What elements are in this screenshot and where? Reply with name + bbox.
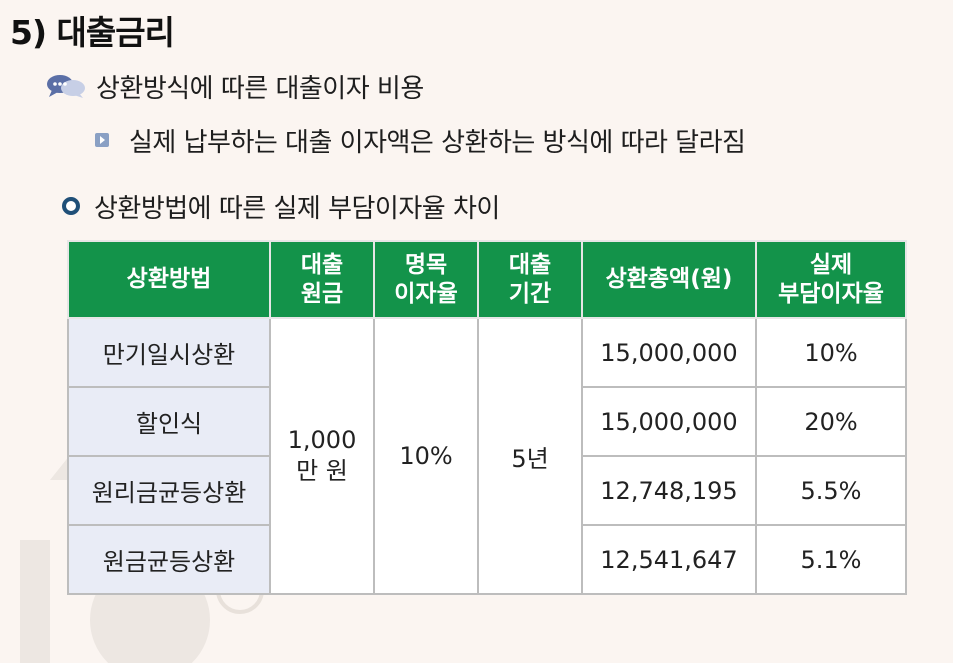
principal-cell: 1,000 만 원 [269,317,375,595]
effective-rate-cell: 10% [755,317,907,388]
method-cell: 만기일시상환 [67,317,271,388]
effective-rate-cell: 20% [755,386,907,457]
table-row: 할인식 15,000,000 20% [67,386,907,457]
square-arrow-bullet-icon [95,133,109,147]
period-cell: 5년 [477,317,583,595]
effective-rate-cell: 5.1% [755,524,907,595]
header-nominal-rate: 명목 이자율 [373,240,479,319]
effective-rate-cell: 5.5% [755,455,907,526]
header-method: 상환방법 [67,240,271,319]
total-cell: 12,748,195 [581,455,757,526]
method-cell: 원금균등상환 [67,524,271,595]
header-principal: 대출 원금 [269,240,375,319]
section-text: 상환방법에 따른 실제 부담이자율 차이 [94,193,500,224]
header-period: 대출 기간 [477,240,583,319]
header-effective-rate: 실제 부담이자율 [755,240,907,319]
sub-point-text: 실제 납부하는 대출 이자액은 상환하는 방식에 따라 달라짐 [129,127,746,158]
sub-point-line: 실제 납부하는 대출 이자액은 상환하는 방식에 따라 달라짐 [95,120,746,160]
speech-bubbles-icon [47,75,85,98]
heading-text: 상환방식에 따른 대출이자 비용 [96,73,424,104]
table-header-row: 상환방법 대출 원금 명목 이자율 대출 기간 상환총액(원) 실제 부담이자율 [67,240,907,319]
nominal-rate-cell: 10% [373,317,479,595]
table-row: 원리금균등상환 12,748,195 5.5% [67,455,907,526]
table-row: 만기일시상환 1,000 만 원 10% 5년 15,000,000 10% [67,317,907,595]
ring-bullet-icon [62,197,80,215]
method-cell: 할인식 [67,386,271,457]
table-row: 원금균등상환 12,541,647 5.1% [67,524,907,595]
total-cell: 12,541,647 [581,524,757,595]
page-title: 5) 대출금리 [10,13,175,52]
heading-line: 상환방식에 따른 대출이자 비용 [46,66,424,106]
total-cell: 15,000,000 [581,317,757,388]
header-total: 상환총액(원) [581,240,757,319]
section-line: 상환방법에 따른 실제 부담이자율 차이 [62,186,500,226]
repayment-rate-table: 상환방법 대출 원금 명목 이자율 대출 기간 상환총액(원) 실제 부담이자율… [67,240,907,595]
method-cell: 원리금균등상환 [67,455,271,526]
total-cell: 15,000,000 [581,386,757,457]
